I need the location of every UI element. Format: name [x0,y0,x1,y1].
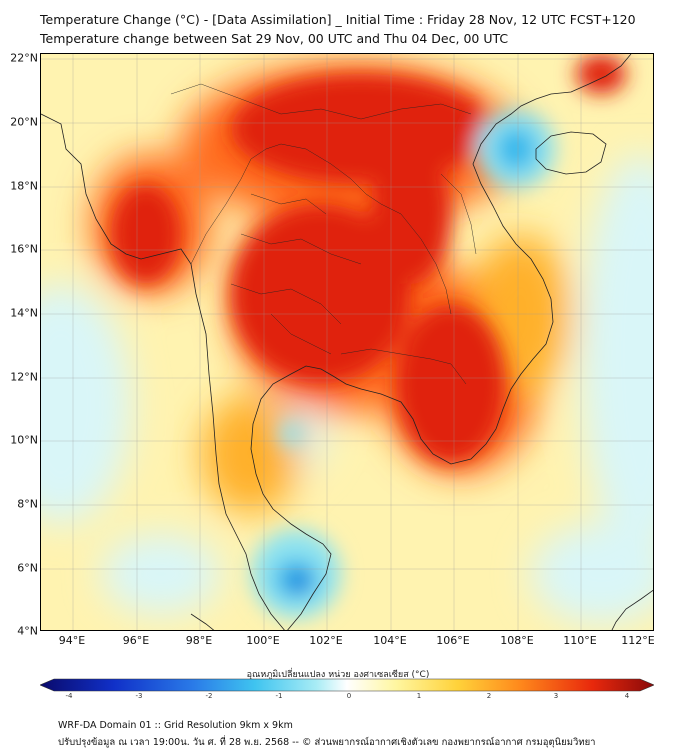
lat-label-20: 20°N [10,115,38,129]
colorbar-tick--1: -1 [275,692,283,700]
lon-label-98: 98°E [185,634,213,647]
cold-hainan-core [496,127,536,171]
admin-borders [170,83,477,385]
colorbar-tick--4: -4 [65,692,73,700]
lat-label-10: 10°N [10,433,38,447]
border-vietnam [440,173,477,255]
lat-label-4: 4°N [17,624,38,638]
lon-label-94: 94°E [58,634,86,647]
colorbar-tick--2: -2 [205,692,213,700]
cool-southeast [531,524,653,624]
footer-model-info: WRF-DA Domain 01 :: Grid Resolution 9km … [58,720,293,731]
colorbar-tick-4: 4 [624,692,630,700]
temperature-change-map [40,53,654,631]
cold-malay-peak [289,572,309,592]
map-subtitle: Temperature change between Sat 29 Nov, 0… [40,31,509,46]
coast-peninsula-east [250,54,632,630]
coast-myanmar-bengal [41,113,285,630]
hot-northeast [576,54,626,94]
lat-label-22: 22°N [10,51,38,65]
footer-credit: ปรับปรุงข้อมูล ณ เวลา 19:00น. วัน ศ. ที่… [58,737,596,748]
lat-label-16: 16°N [10,242,38,256]
lon-label-108: 108°E [500,634,534,647]
map-canvas [41,54,653,630]
colorbar [40,678,654,692]
hot-north [231,74,491,184]
colorbar-title: อุณหภูมิเปลี่ยนแปลง หน่วย องศาเซลเซียส (… [246,670,430,680]
coast-borneo [611,589,653,630]
hot-central [231,204,411,384]
border-laos [280,143,452,315]
lat-label-12: 12°N [10,370,38,384]
lon-label-96: 96°E [122,634,150,647]
cold-gulf-spot [279,422,303,446]
mild-south [201,394,301,514]
lon-label-110: 110°E [563,634,597,647]
lon-label-100: 100°E [246,634,280,647]
colorbar-tick-0: 0 [346,692,352,700]
hot-laos [371,144,451,284]
colorbar-tick--3: -3 [135,692,143,700]
field-layer-detail [111,54,626,619]
coast-hainan [535,131,607,175]
coastlines [41,54,653,630]
hot-west [111,184,181,284]
lat-label-6: 6°N [17,561,38,575]
lat-label-8: 8°N [17,497,38,511]
border-china [170,83,472,120]
lon-label-112: 112°E [621,634,655,647]
border-thai-internal-4 [270,313,332,355]
border-thai-internal-1 [240,233,362,265]
cool-east [581,154,653,554]
colorbar-tick-1: 1 [416,692,422,700]
lat-label-14: 14°N [10,306,38,320]
colorbar-tick-3: 3 [553,692,559,700]
cool-west [41,284,131,524]
border-cambodia [340,348,467,385]
colorbar-tick-2: 2 [486,692,492,700]
lon-label-106: 106°E [436,634,470,647]
border-thai-internal-2 [230,283,342,325]
cool-southwest [101,534,221,614]
border-thai-myanmar [190,143,282,265]
lat-label-18: 18°N [10,179,38,193]
colorbar-bar [40,678,654,692]
lon-label-102: 102°E [309,634,343,647]
hot-cambodia [396,304,506,464]
graticule [41,54,653,630]
border-thai-internal-3 [250,193,327,215]
lon-label-104: 104°E [373,634,407,647]
coast-sumatra [190,613,215,630]
map-title: Temperature Change (°C) - [Data Assimila… [40,12,636,27]
